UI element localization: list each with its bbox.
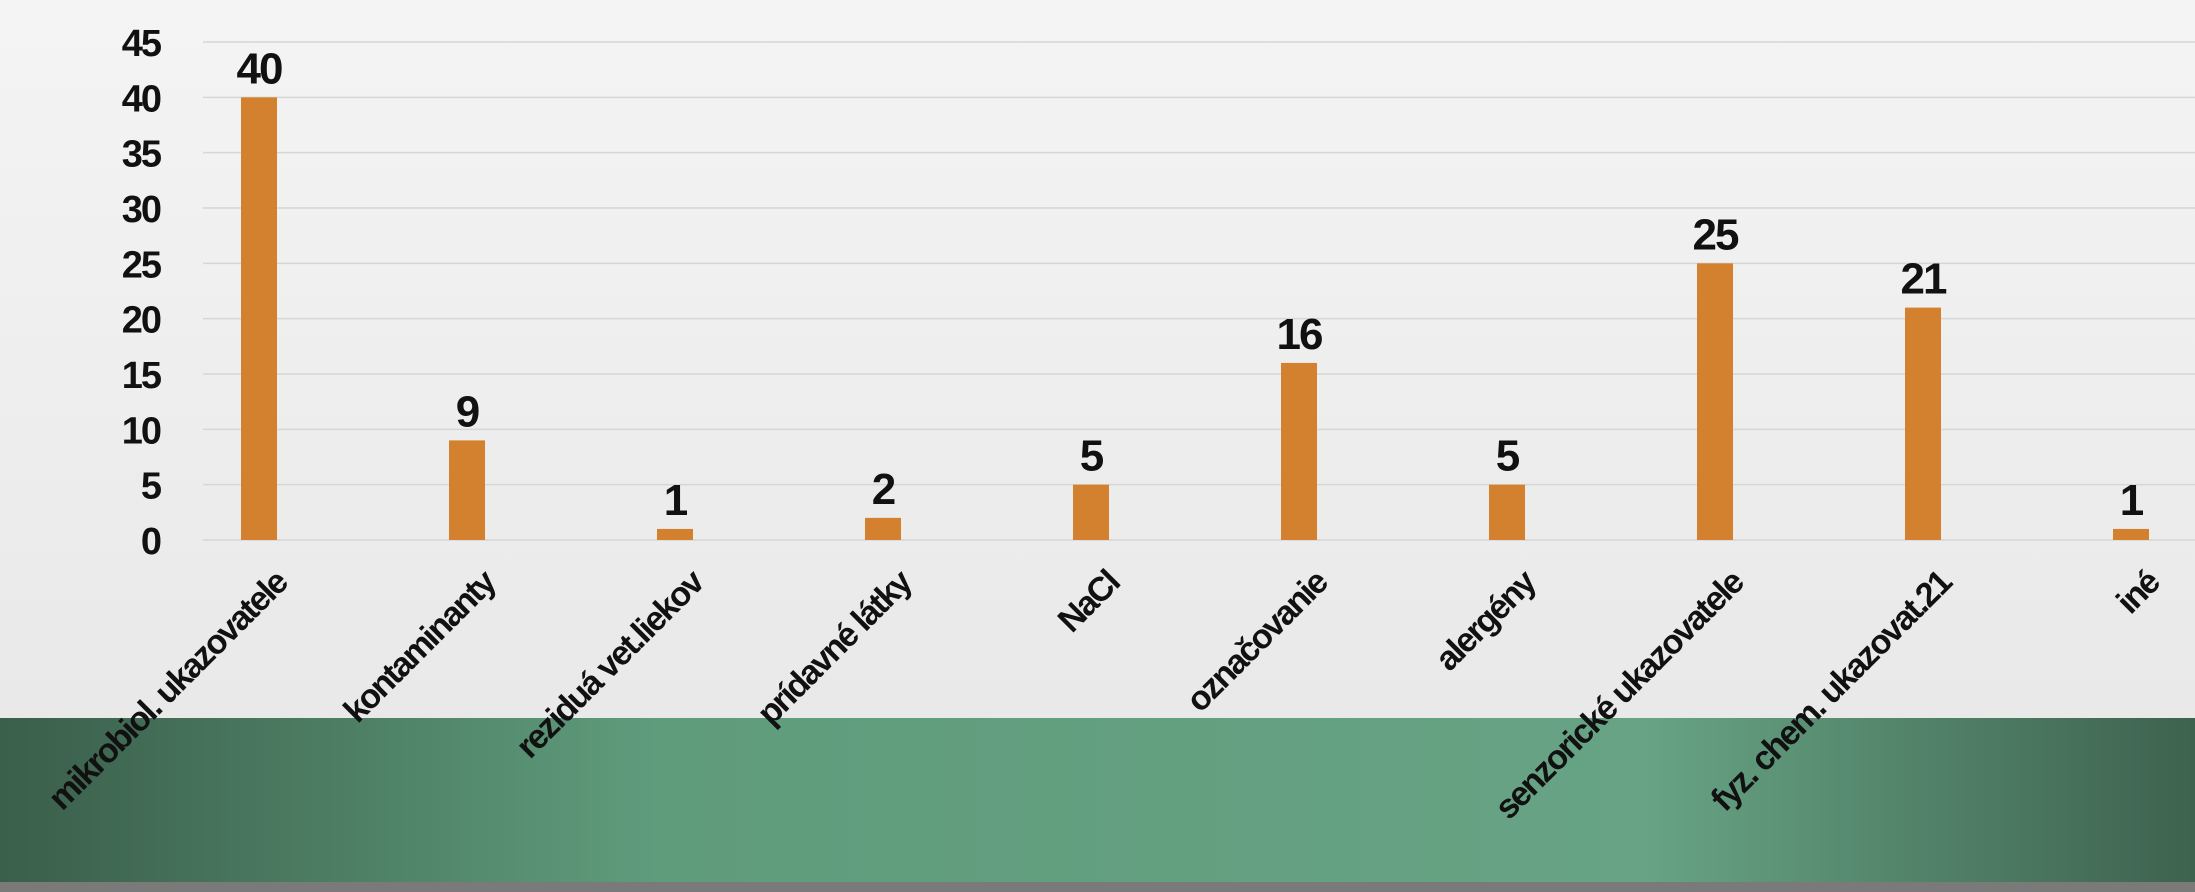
green-band — [0, 718, 2195, 882]
data-label: 1 — [2120, 476, 2144, 525]
data-label: 9 — [456, 387, 479, 436]
bar — [865, 517, 901, 540]
y-tick-label: 5 — [141, 466, 162, 508]
y-tick-label: 40 — [122, 78, 161, 120]
bar — [2113, 528, 2149, 540]
y-tick-label: 15 — [122, 355, 162, 397]
y-tick-label: 20 — [122, 300, 161, 342]
bar — [1073, 484, 1109, 540]
bar — [241, 97, 277, 540]
bar — [449, 440, 485, 540]
data-label: 5 — [1496, 432, 1520, 481]
data-label: 21 — [1901, 255, 1947, 304]
bar — [1905, 307, 1941, 540]
data-label: 5 — [1080, 432, 1104, 481]
y-tick-label: 0 — [141, 521, 161, 563]
data-label: 2 — [872, 465, 895, 514]
y-tick-label: 45 — [122, 23, 162, 65]
bar — [1281, 362, 1317, 540]
bar — [1489, 484, 1525, 540]
y-tick-label: 10 — [122, 410, 161, 452]
data-label: 1 — [664, 476, 688, 525]
data-label: 40 — [237, 44, 282, 93]
data-label: 16 — [1277, 310, 1322, 359]
bottom-strip — [0, 882, 2195, 892]
data-label: 25 — [1693, 210, 1739, 259]
y-tick-label: 25 — [122, 244, 162, 286]
bar — [657, 528, 693, 540]
bar — [1697, 263, 1733, 540]
y-tick-label: 35 — [122, 134, 162, 176]
y-tick-label: 30 — [122, 189, 161, 231]
